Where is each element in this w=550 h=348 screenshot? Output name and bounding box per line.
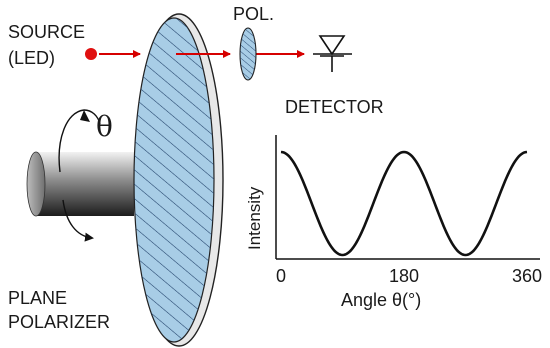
pol-label: POL. xyxy=(233,4,274,24)
rotation-angle-symbol: θ xyxy=(96,110,113,143)
source-sublabel: (LED) xyxy=(8,48,55,68)
x-tick-label: 180 xyxy=(389,266,419,286)
led-source xyxy=(85,48,97,60)
polarizer-label: POLARIZER xyxy=(8,312,110,332)
detector-diode-icon xyxy=(313,35,352,72)
x-tick-label: 0 xyxy=(276,266,286,286)
rotation-shaft xyxy=(26,151,134,217)
intensity-curve xyxy=(280,150,528,257)
x-tick-label: 360 xyxy=(512,266,542,286)
x-axis-label: Angle θ(°) xyxy=(341,290,421,310)
plane-polarizer-disk xyxy=(133,13,224,347)
detector-label: DETECTOR xyxy=(285,97,384,117)
plane-label: PLANE xyxy=(8,288,67,308)
intensity-chart: Intensity Angle θ(°) 0 180 360 xyxy=(245,135,542,310)
y-axis-label: Intensity xyxy=(245,186,264,250)
source-label: SOURCE xyxy=(8,22,85,42)
analyzer-polarizer xyxy=(239,27,257,81)
rotation-arrow-icon xyxy=(58,109,101,242)
